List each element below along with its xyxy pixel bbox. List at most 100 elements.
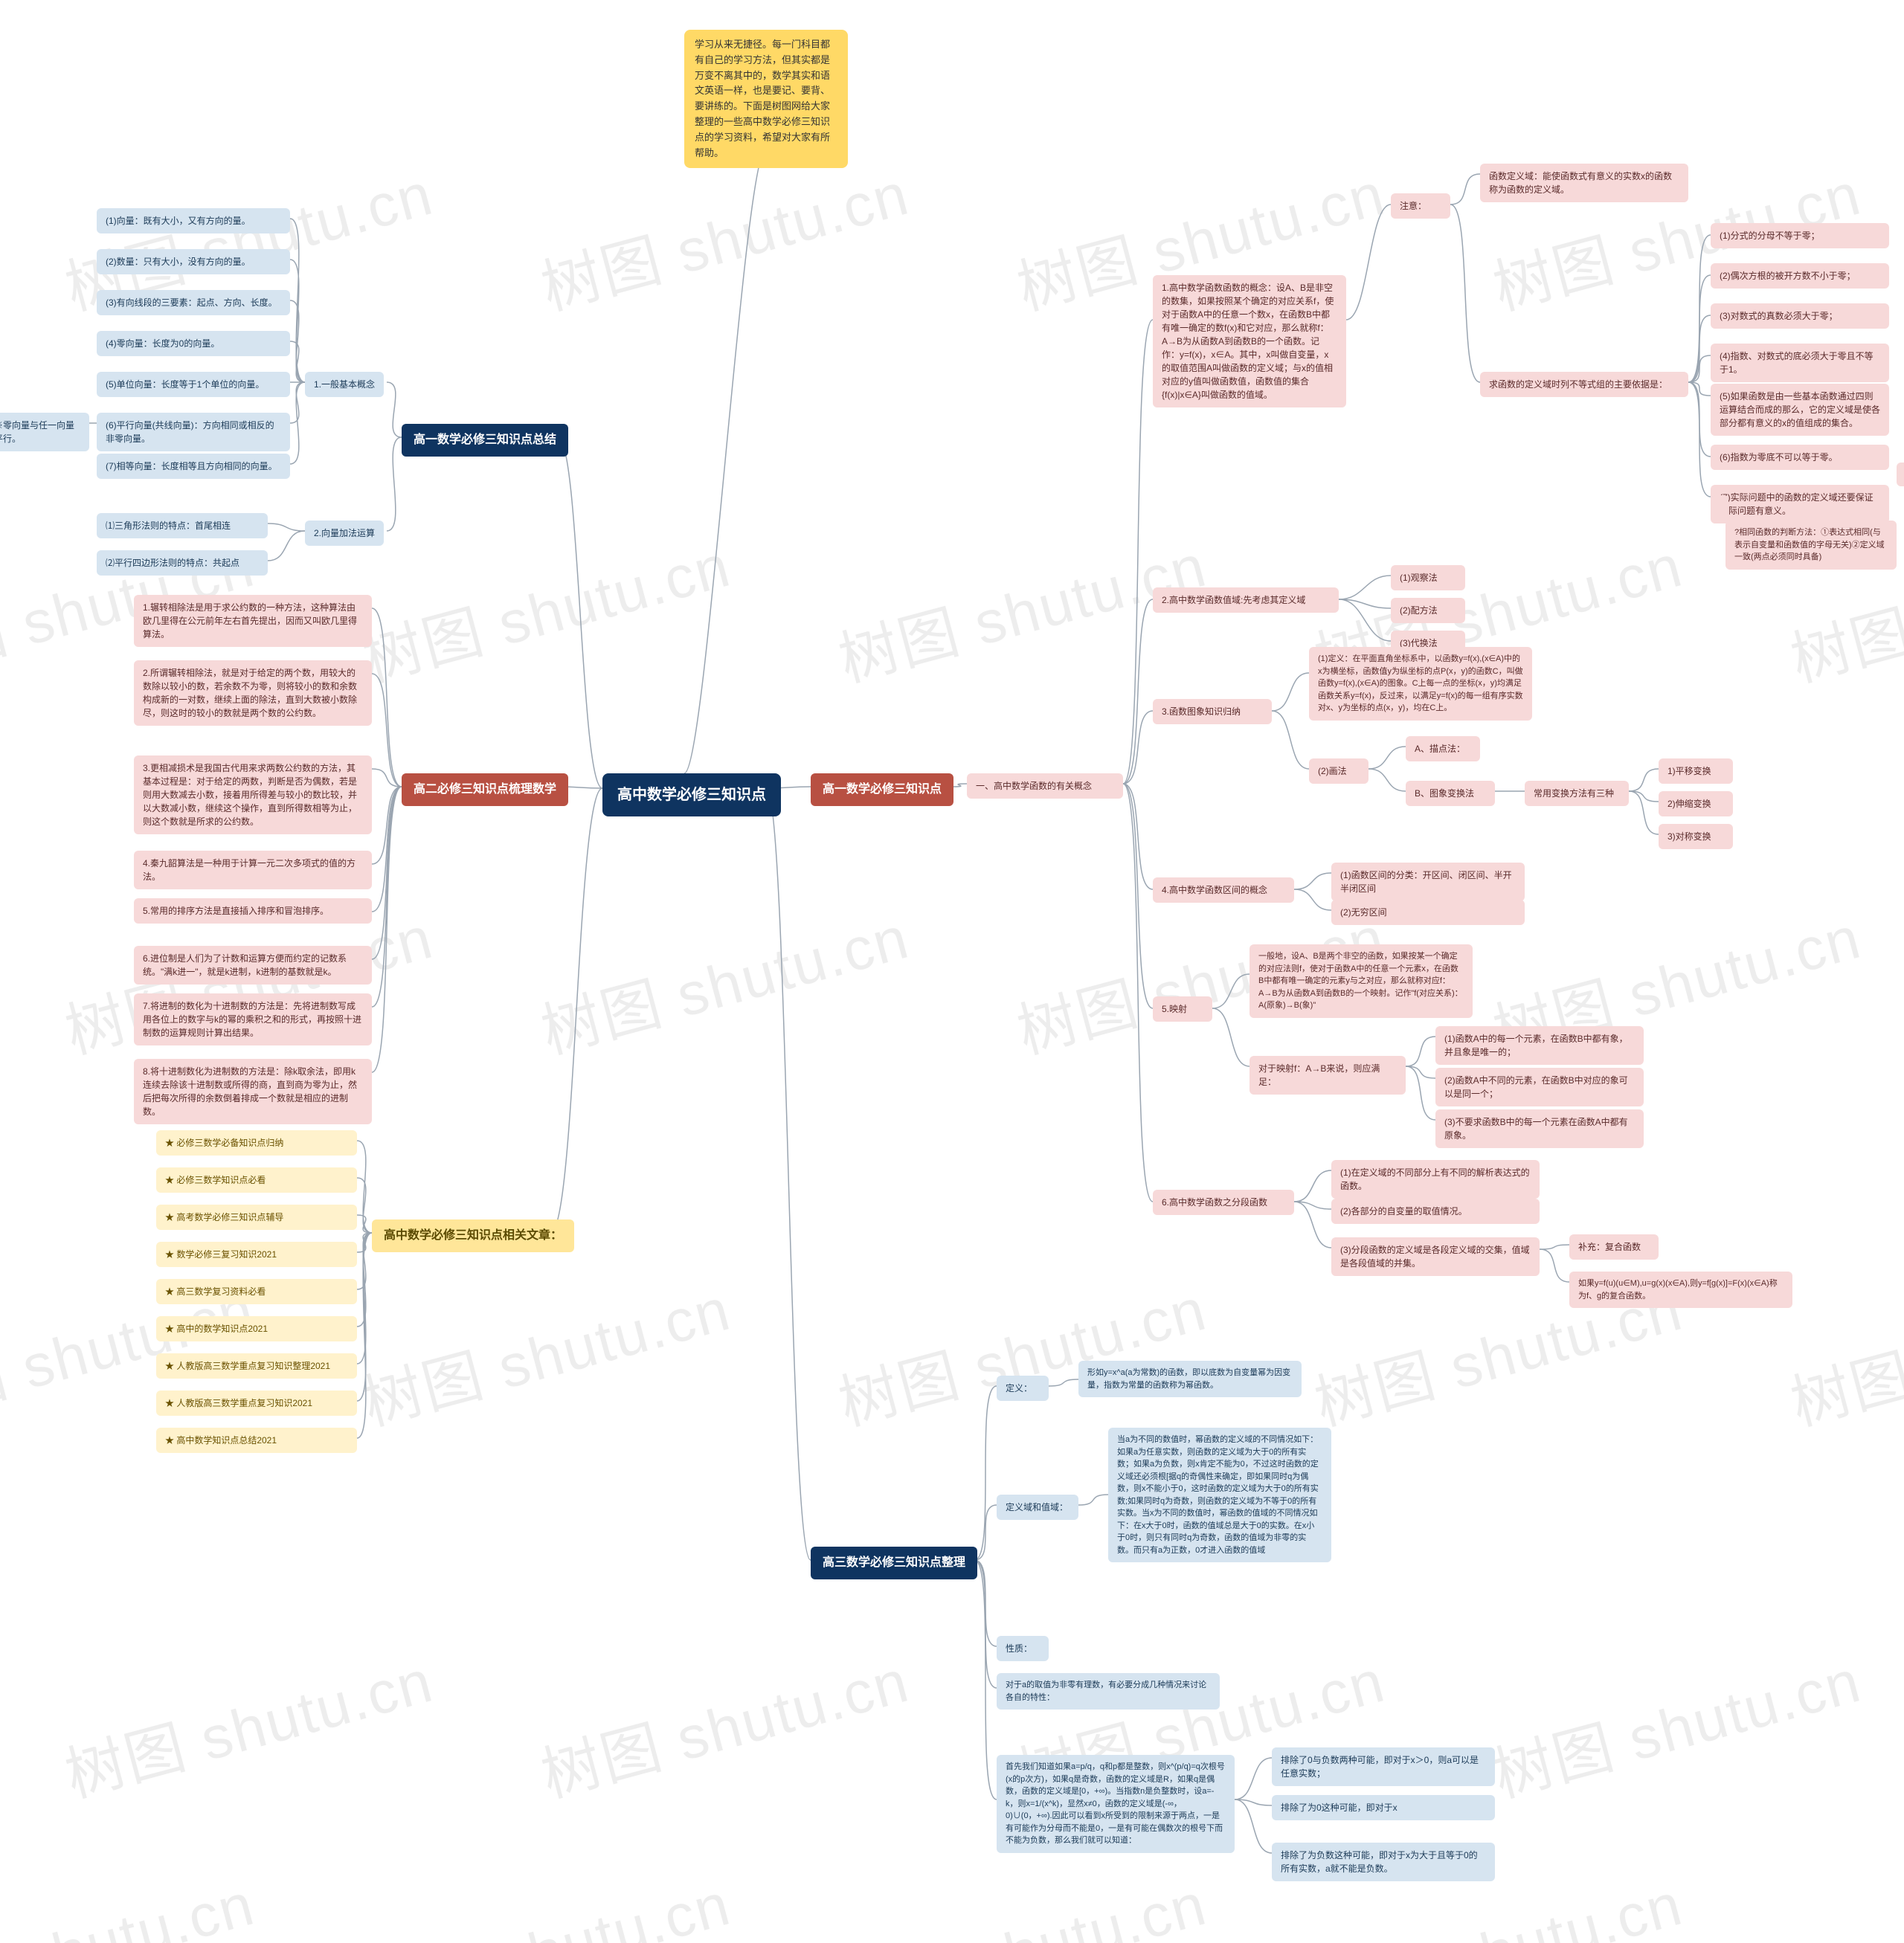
b4-n3-draw: (2)画法 [1309, 758, 1368, 784]
b4-n6-2: (3)分段函数的定义域是各段定义域的交集，值域是各段值域的并集。 [1331, 1237, 1540, 1276]
watermark: 树图 shutu.cn [353, 518, 739, 698]
b1-s1-item-5: (6)平行向量(共线向量)：方向相同或相反的非零向量。 [97, 413, 290, 451]
b1-s1-item-6: (7)相等向量：长度相等且方向相同的向量。 [97, 454, 290, 479]
b4-n1-b-5: (6)指数为零底不可以等于零。 [1711, 445, 1889, 470]
b4-n5-top: 一般地，设A、B是两个非空的函数，如果按某一个确定的对应法则f，使对于函数A中的… [1250, 944, 1473, 1018]
b5-right-1: 排除了为0这种可能，即对于x [1272, 1795, 1495, 1820]
b5-prop-label: 性质： [997, 1636, 1049, 1661]
b2-item-7: 8.将十进制数化为进制数的方法是：除k取余法，即用k连续去除该十进制数或所得的商… [134, 1059, 372, 1124]
b1-s1-extra: ※零向量与任一向量平行。 [0, 413, 89, 451]
mindmap-canvas: 树图 shutu.cn 树图 shutu.cn 树图 shutu.cn 树图 shut… [0, 0, 1904, 1943]
branch-b2: 高二必修三知识点梳理数学 [402, 773, 568, 806]
b4-n3-draw-b-2: 3)对称变换 [1659, 824, 1733, 849]
branch-b4: 高一数学必修三知识点 [811, 773, 953, 806]
b1-s1-item-1: (2)数量：只有大小，没有方向的量。 [97, 249, 290, 274]
b4-n1-b-4: (5)如果函数是由一些基本函数通过四则运算结合而成的那么，它的定义域是使各部分都… [1711, 384, 1889, 436]
b2-item-6: 7.将进制的数化为十进制数的方法是：先将进制数写成用各位上的数字与k的幂的乘积之… [134, 993, 372, 1045]
b1-s2-item-1: ⑵平行四边形法则的特点：共起点 [97, 550, 268, 576]
b5-def-body: 形如y=x^a(a为常数)的函数，即以底数为自变量幂为因变量，指数为常量的函数称… [1078, 1361, 1302, 1397]
b4-n1-b-2: (3)对数式的真数必须大于零； [1711, 303, 1889, 329]
b4-n6-supp: 补充：复合函数 [1569, 1234, 1659, 1260]
b5-domain-label: 定义域和值域： [997, 1495, 1078, 1520]
b5-right-2: 排除了为负数这种可能，即对于x为大于且等于0的所有实数，a就不能是负数。 [1272, 1843, 1495, 1881]
b4-n3-draw-b: B、图象变换法 [1406, 781, 1495, 806]
b5-long: 首先我们知道如果a=p/q，q和p都是整数，则x^(p/q)=q次根号(x的p次… [997, 1755, 1235, 1853]
b3-item-3: ★ 数学必修三复习知识2021 [156, 1242, 357, 1267]
b2-item-0: 1.辗转相除法是用于求公约数的一种方法，这种算法由欧几里得在公元前年左右首先提出… [134, 595, 372, 647]
watermark: 树图 shutu.cn [531, 146, 917, 326]
b4-n1-b-6: (7)实际问题中的函数的定义域还要保证实际问题有意义。 [1711, 485, 1889, 523]
b4-n6: 6.高中数学函数之分段函数 [1153, 1190, 1294, 1215]
b4-n4: 4.高中数学函数区间的概念 [1153, 877, 1294, 903]
b3-item-8: ★ 高中数学知识点总结2021 [156, 1428, 357, 1453]
watermark: 树图 shutu.cn [1483, 1633, 1869, 1814]
b1-sub2: 2.向量加法运算 [305, 521, 384, 546]
root-node: 高中数学必修三知识点 [602, 773, 781, 816]
watermark: 树图 shutu.cn [531, 889, 917, 1070]
b4-n1-attn-b: 求函数的定义域时列不等式组的主要依据是： [1480, 372, 1688, 397]
watermark: 树图 shutu.cn [829, 1856, 1215, 1943]
b1-s1-item-3: (4)零向量：长度为0的向量。 [97, 331, 290, 356]
b4-n1-b-3: (4)指数、对数式的底必须大于零且不等于1。 [1711, 344, 1889, 382]
b2-item-1: 2.所谓辗转相除法，就是对于给定的两个数，用较大的数除以较小的数，若余数不为零，… [134, 660, 372, 726]
b3-item-2: ★ 高考数学必修三知识点辅导 [156, 1205, 357, 1230]
b4-title: 一、高中数学函数的有关概念 [967, 773, 1123, 799]
b4-n3: 3.函数图象知识归纳 [1153, 699, 1272, 724]
watermark: 树图 shutu.cn [1781, 1261, 1904, 1442]
b2-item-2: 3.更相减损术是我国古代用来求两数公约数的方法，其基本过程是：对于给定的两数，判… [134, 755, 372, 834]
b5-def-label: 定义： [997, 1376, 1049, 1401]
b5-prop-body: 对于a的取值为非零有理数，有必要分成几种情况来讨论各自的特性： [997, 1673, 1220, 1710]
watermark: 树图 shutu.cn [55, 1633, 441, 1814]
b3-item-6: ★ 人教版高三数学重点复习知识整理2021 [156, 1353, 357, 1379]
b2-item-5: 6.进位制是人们为了计数和运算方便而约定的记数系统。"满k进一"，就是k进制，k… [134, 946, 372, 985]
b4-n5-0: (1)函数A中的每一个元素，在函数B中都有象，并且象是唯一的； [1435, 1026, 1644, 1065]
b4-n2-0: (1)观察法 [1391, 565, 1465, 590]
b3-item-4: ★ 高三数学复习资料必看 [156, 1279, 357, 1304]
b4-n3-draw-b-0: 1)平移变换 [1659, 758, 1733, 784]
b4-n3-draw-a: A、描点法： [1406, 736, 1480, 761]
b4-n6-1: (2)各部分的自变量的取值情况。 [1331, 1199, 1540, 1224]
b1-sub1: 1.一般基本概念 [305, 372, 384, 397]
b3-item-1: ★ 必修三数学知识点必看 [156, 1167, 357, 1193]
b4-n5-when: 对于映射f：A→B来说，则应满足： [1250, 1056, 1406, 1095]
b4-n6-0: (1)在定义域的不同部分上有不同的解析表达式的函数。 [1331, 1160, 1540, 1199]
b4-n5-2: (3)不要求函数B中的每一个元素在函数A中都有原象。 [1435, 1109, 1644, 1148]
watermark: 树图 shutu.cn [353, 1856, 739, 1943]
b4-n2: 2.高中数学函数值域:先考虑其定义域 [1153, 587, 1339, 613]
watermark: 树图 shutu.cn [0, 1856, 263, 1943]
b4-n1-attn-a: 函数定义域：能使函数式有意义的实数x的函数称为函数的定义域。 [1480, 164, 1688, 202]
b4-n5: 5.映射 [1153, 996, 1212, 1022]
b4-n2-1: (2)配方法 [1391, 598, 1465, 623]
b2-item-3: 4.秦九韶算法是一种用于计算一元二次多项式的值的方法。 [134, 851, 372, 889]
b4-n4-0: (1)函数区间的分类：开区间、闭区间、半开半闭区间 [1331, 863, 1525, 901]
b1-s1-item-4: (5)单位向量：长度等于1个单位的向量。 [97, 372, 290, 397]
b4-n1-attn: 注意： [1391, 193, 1450, 219]
b5-right-0: 排除了0与负数两种可能，即对于x＞0，则a可以是任意实数； [1272, 1747, 1495, 1786]
b4-n1-b-1: (2)偶次方根的被开方数不小于零； [1711, 263, 1889, 289]
b1-s2-item-0: ⑴三角形法则的特点：首尾相连 [97, 513, 268, 538]
b4-n3-draw-b-1: 2)伸缩变换 [1659, 791, 1733, 816]
b4-n6-supp-body: 如果y=f(u)(u∈M),u=g(x)(x∈A),则y=f[g(x)]=F(x… [1569, 1272, 1792, 1308]
branch-b1: 高一数学必修三知识点总结 [402, 424, 568, 457]
b2-item-4: 5.常用的排序方法是直接插入排序和冒泡排序。 [134, 898, 372, 924]
branch-b5: 高三数学必修三知识点整理 [811, 1547, 977, 1579]
watermark: 树图 shutu.cn [353, 1261, 739, 1442]
noop [1711, 495, 1728, 519]
spacer [1897, 463, 1904, 486]
b3-item-7: ★ 人教版高三数学重点复习知识2021 [156, 1391, 357, 1416]
b1-s1-item-2: (3)有向线段的三要素：起点、方向、长度。 [97, 290, 290, 315]
b5-domain-body: 当a为不同的数值时，幂函数的定义域的不同情况如下：如果a为任意实数，则函数的定义… [1108, 1428, 1331, 1562]
top-intro: 学习从来无捷径。每一门科目都有自己的学习方法，但其实都是万变不离其中的，数学其实… [684, 30, 848, 168]
b1-s1-item-0: (1)向量：既有大小，又有方向的量。 [97, 208, 290, 233]
b4-n3-draw-b-lbl: 常用变换方法有三种 [1525, 781, 1629, 806]
b4-n1-b-0: (1)分式的分母不等于零； [1711, 223, 1889, 248]
branch-b3: 高中数学必修三知识点相关文章： [372, 1219, 574, 1252]
b4-n1-b7-right: ?相同函数的判断方法：①表达式相同(与表示自变量和函数值的字母无关)②定义域一致… [1726, 521, 1897, 570]
b3-item-5: ★ 高中的数学知识点2021 [156, 1316, 357, 1341]
b4-n5-1: (2)函数A中不同的元素，在函数B中对应的象可以是同一个； [1435, 1068, 1644, 1106]
watermark: 树图 shutu.cn [829, 1261, 1215, 1442]
b4-n3-def: (1)定义：在平面直角坐标系中，以函数y=f(x),(x∈A)中的x为横坐标，函… [1309, 647, 1532, 721]
b4-n4-1: (2)无穷区间 [1331, 900, 1525, 925]
watermark: 树图 shutu.cn [531, 1633, 917, 1814]
b3-item-0: ★ 必修三数学必备知识点归纳 [156, 1130, 357, 1156]
